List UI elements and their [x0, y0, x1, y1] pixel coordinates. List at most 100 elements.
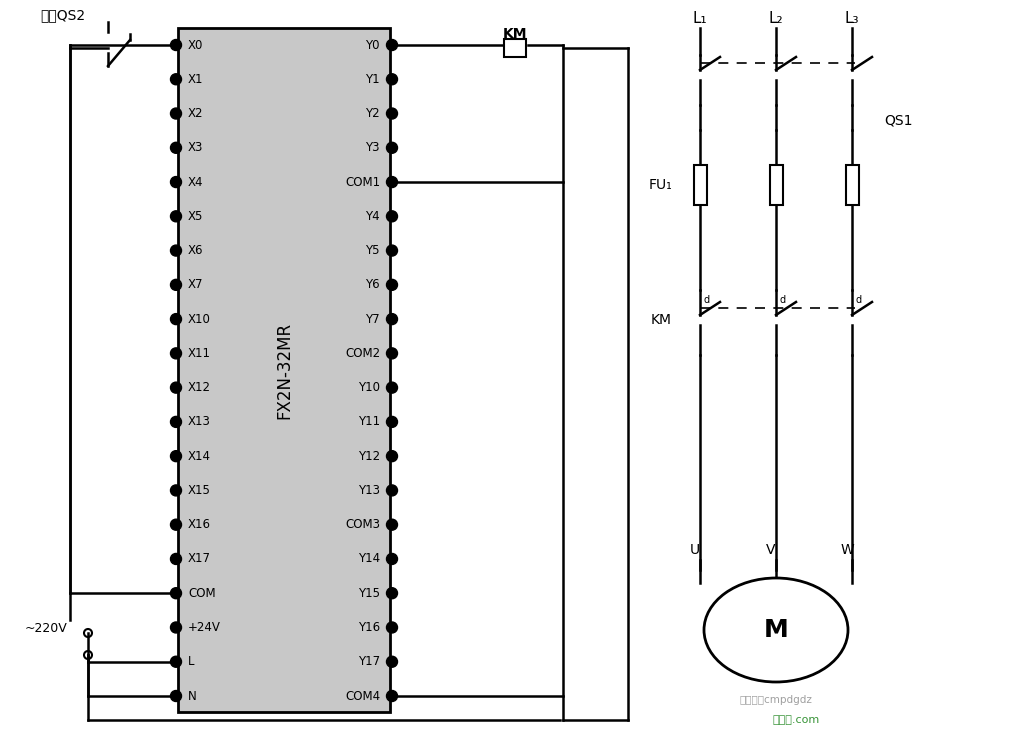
Text: COM3: COM3 [345, 518, 380, 531]
Text: Y0: Y0 [365, 38, 380, 52]
Text: FU₁: FU₁ [648, 178, 672, 192]
Circle shape [171, 108, 181, 119]
Circle shape [386, 588, 398, 599]
Text: Y12: Y12 [358, 449, 380, 463]
Text: Y5: Y5 [365, 244, 380, 257]
Circle shape [386, 622, 398, 633]
Text: X7: X7 [188, 279, 203, 291]
Text: X14: X14 [188, 449, 211, 463]
Text: L₁: L₁ [693, 10, 707, 26]
Circle shape [171, 143, 181, 153]
Circle shape [386, 177, 398, 188]
Bar [846, 165, 859, 205]
Bar [770, 165, 783, 205]
Text: KM: KM [651, 313, 672, 327]
Circle shape [171, 177, 181, 188]
Circle shape [386, 108, 398, 119]
Text: L₂: L₂ [769, 10, 783, 26]
Text: Y11: Y11 [358, 415, 380, 429]
Text: KM: KM [502, 27, 527, 41]
Text: Y16: Y16 [358, 621, 380, 634]
Circle shape [171, 485, 181, 496]
Text: Y1: Y1 [365, 72, 380, 86]
Text: X4: X4 [188, 176, 203, 188]
Text: Y10: Y10 [358, 381, 380, 394]
Text: Y13: Y13 [358, 484, 380, 497]
Circle shape [171, 211, 181, 222]
Text: X5: X5 [188, 210, 203, 223]
Text: d: d [703, 295, 709, 305]
Text: Y14: Y14 [358, 553, 380, 565]
Circle shape [386, 416, 398, 427]
Text: FX2N-32MR: FX2N-32MR [275, 321, 293, 418]
Text: X0: X0 [188, 38, 203, 52]
Circle shape [386, 690, 398, 701]
Text: X12: X12 [188, 381, 211, 394]
Text: ~220V: ~220V [25, 621, 68, 635]
Ellipse shape [704, 578, 848, 682]
Circle shape [171, 382, 181, 393]
Text: Y2: Y2 [365, 107, 380, 120]
Circle shape [171, 554, 181, 565]
Text: N: N [188, 689, 196, 703]
Text: X10: X10 [188, 313, 211, 326]
Text: d: d [855, 295, 861, 305]
Text: X6: X6 [188, 244, 203, 257]
Circle shape [171, 656, 181, 667]
Circle shape [386, 143, 398, 153]
Text: X16: X16 [188, 518, 211, 531]
Circle shape [171, 588, 181, 599]
Text: L: L [188, 655, 194, 668]
Text: X3: X3 [188, 141, 203, 154]
Text: COM4: COM4 [345, 689, 380, 703]
Text: V: V [766, 543, 776, 557]
Circle shape [171, 39, 181, 50]
Text: QS1: QS1 [884, 113, 912, 127]
Text: M: M [764, 618, 788, 642]
Circle shape [171, 279, 181, 290]
Text: 开关QS2: 开关QS2 [40, 8, 85, 22]
Circle shape [386, 245, 398, 256]
Circle shape [171, 416, 181, 427]
Text: X15: X15 [188, 484, 211, 497]
Text: Y4: Y4 [365, 210, 380, 223]
Text: L₃: L₃ [845, 10, 859, 26]
Circle shape [386, 656, 398, 667]
Text: Y7: Y7 [365, 313, 380, 326]
Text: COM1: COM1 [345, 176, 380, 188]
Text: X1: X1 [188, 72, 203, 86]
Bar [504, 39, 526, 57]
Circle shape [171, 622, 181, 633]
Text: +24V: +24V [188, 621, 221, 634]
Circle shape [386, 313, 398, 324]
Text: 微信号：cmpdgdz: 微信号：cmpdgdz [739, 695, 813, 705]
Circle shape [386, 279, 398, 290]
Text: Y17: Y17 [358, 655, 380, 668]
Bar [178, 28, 390, 712]
Circle shape [386, 382, 398, 393]
Circle shape [386, 211, 398, 222]
Circle shape [171, 690, 181, 701]
Circle shape [386, 348, 398, 359]
Circle shape [386, 451, 398, 462]
Circle shape [171, 451, 181, 462]
Text: W: W [840, 543, 854, 557]
Circle shape [386, 39, 398, 50]
Text: COM: COM [188, 587, 216, 600]
Bar [694, 165, 707, 205]
Text: X2: X2 [188, 107, 203, 120]
Circle shape [386, 554, 398, 565]
Text: Y15: Y15 [358, 587, 380, 600]
Circle shape [386, 520, 398, 530]
Text: Y6: Y6 [365, 279, 380, 291]
Circle shape [171, 74, 181, 85]
Circle shape [171, 313, 181, 324]
Circle shape [386, 485, 398, 496]
Text: U: U [690, 543, 700, 557]
Circle shape [171, 520, 181, 530]
Text: 接线图.com: 接线图.com [772, 715, 820, 725]
Text: Y3: Y3 [365, 141, 380, 154]
Text: d: d [779, 295, 785, 305]
Text: X11: X11 [188, 347, 211, 360]
Circle shape [171, 348, 181, 359]
